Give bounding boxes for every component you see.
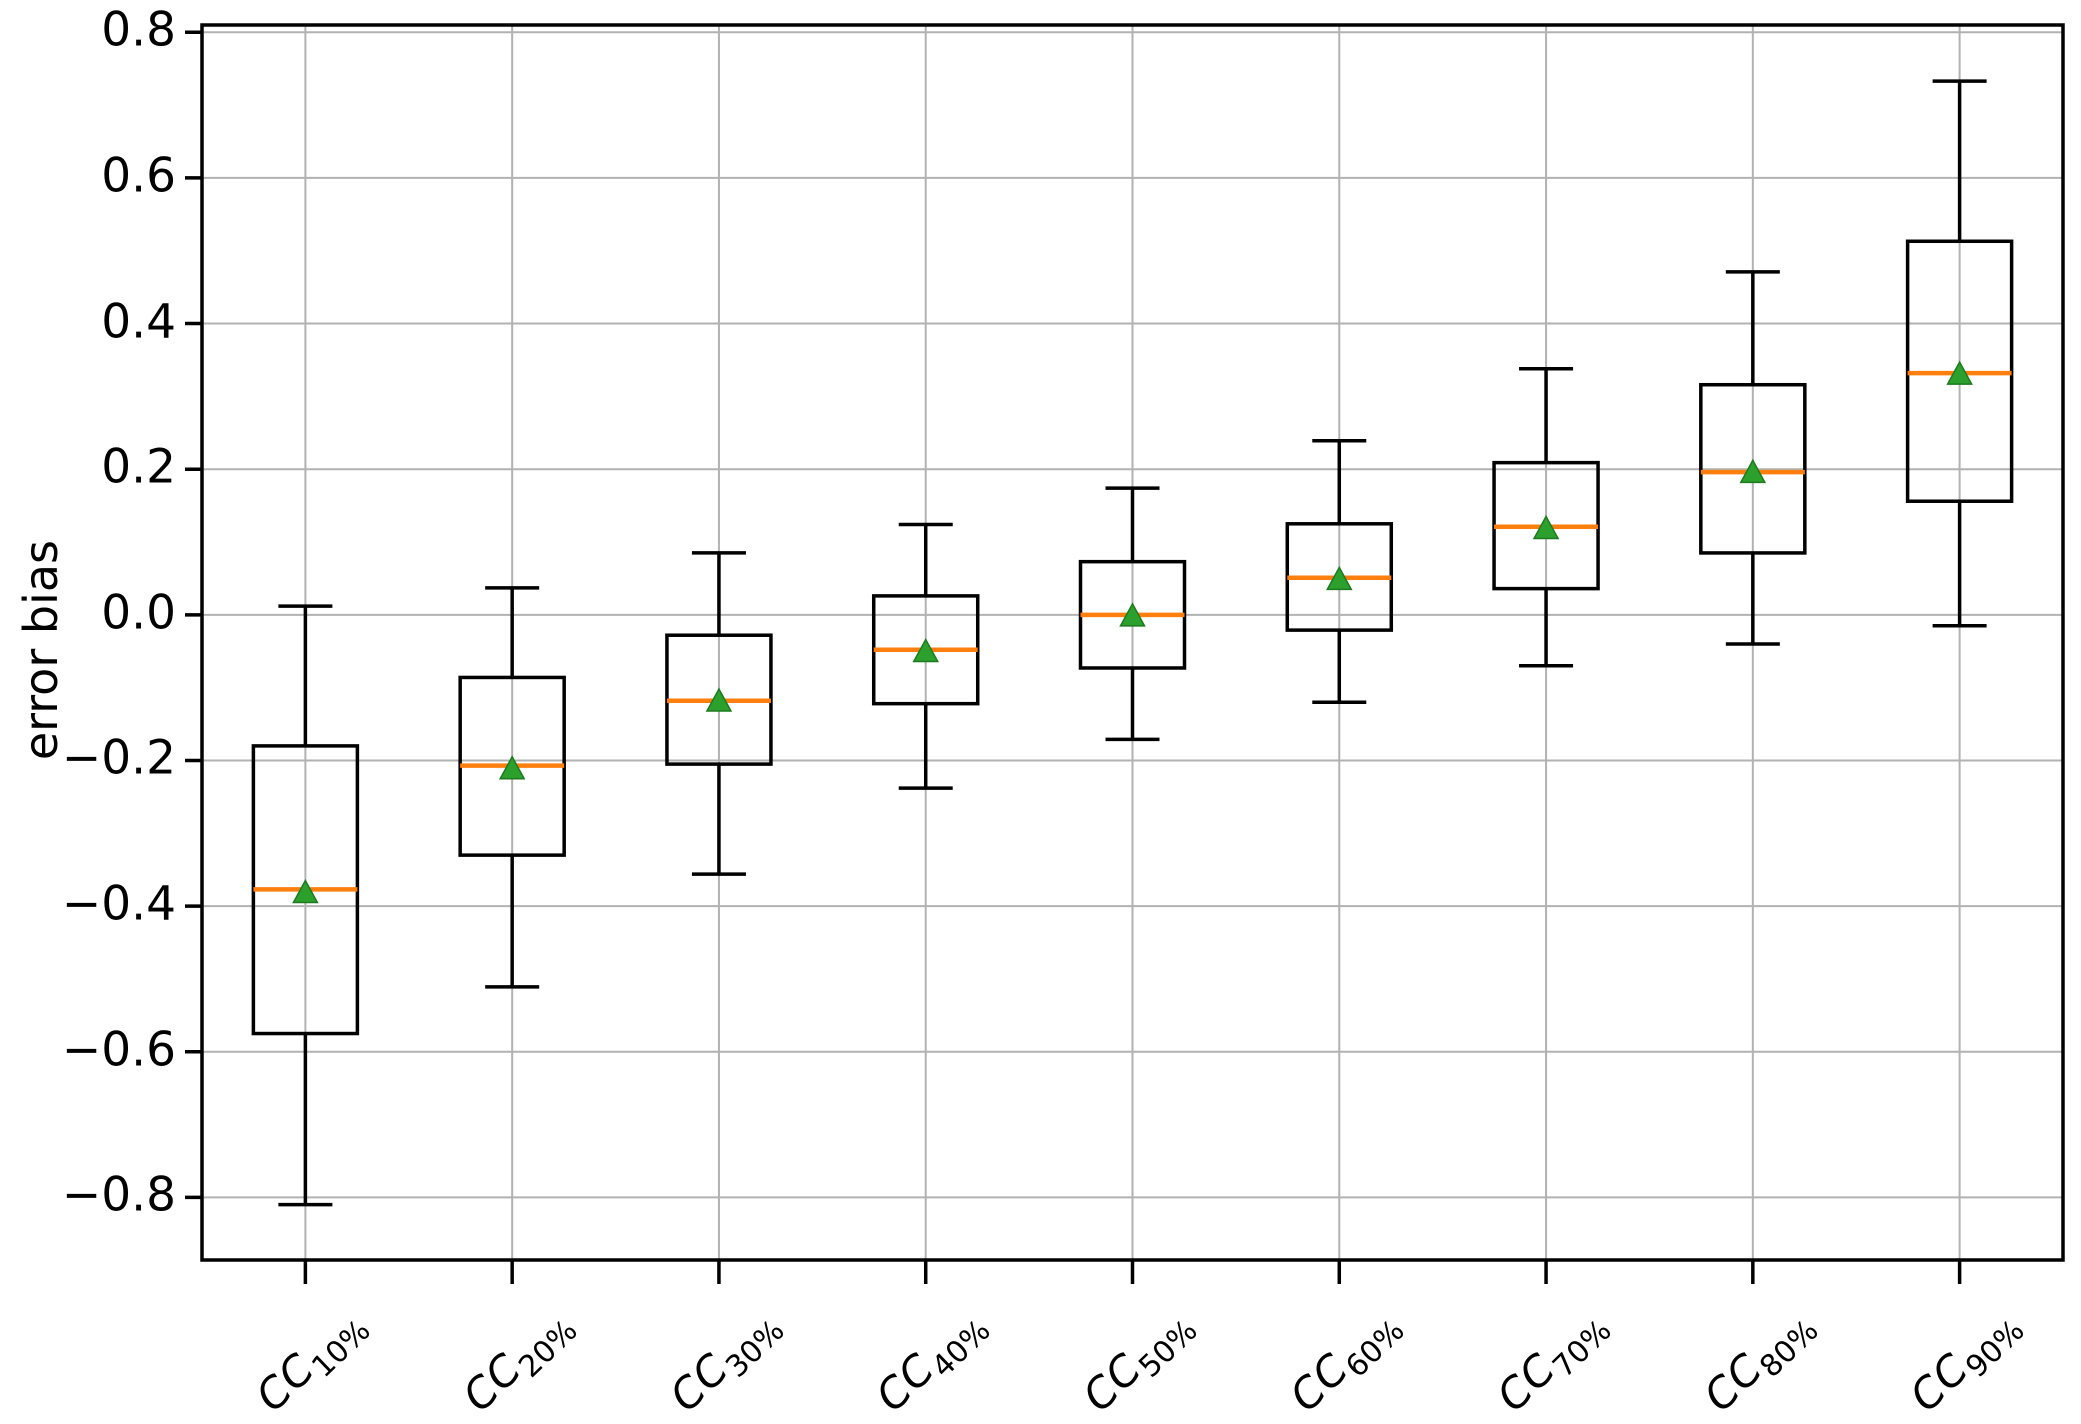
- mean-marker: [498, 755, 526, 780]
- mean-marker: [1739, 458, 1767, 484]
- y-tick-label: 0.2: [101, 439, 176, 495]
- mean-marker: [1326, 565, 1353, 591]
- mean-marker: [705, 687, 733, 712]
- y-tick-label: 0.0: [101, 585, 176, 641]
- mean-marker: [1532, 514, 1560, 540]
- y-tick-label: −0.8: [61, 1167, 176, 1223]
- y-tick-label: −0.4: [61, 876, 176, 932]
- y-tick-label: 0.4: [101, 293, 176, 349]
- y-tick-label: 0.6: [101, 148, 176, 204]
- y-tick-label: 0.8: [101, 2, 176, 58]
- mean-marker: [292, 878, 319, 904]
- mean-marker: [1946, 360, 1973, 385]
- y-tick-label: −0.6: [61, 1022, 176, 1078]
- iqr-box: [1699, 382, 1807, 555]
- y-tick-label: −0.2: [61, 730, 176, 786]
- mean-marker: [912, 637, 939, 663]
- mean-marker: [1119, 602, 1146, 627]
